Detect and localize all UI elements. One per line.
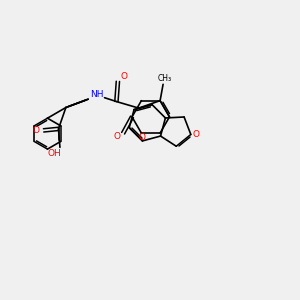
Text: CH₃: CH₃ xyxy=(158,74,172,83)
Text: O: O xyxy=(193,130,200,139)
Text: O: O xyxy=(139,133,145,142)
Text: O: O xyxy=(121,72,128,81)
Text: NH: NH xyxy=(90,90,103,99)
Text: O: O xyxy=(114,132,121,141)
Text: OH: OH xyxy=(48,149,62,158)
Text: O: O xyxy=(32,126,39,135)
